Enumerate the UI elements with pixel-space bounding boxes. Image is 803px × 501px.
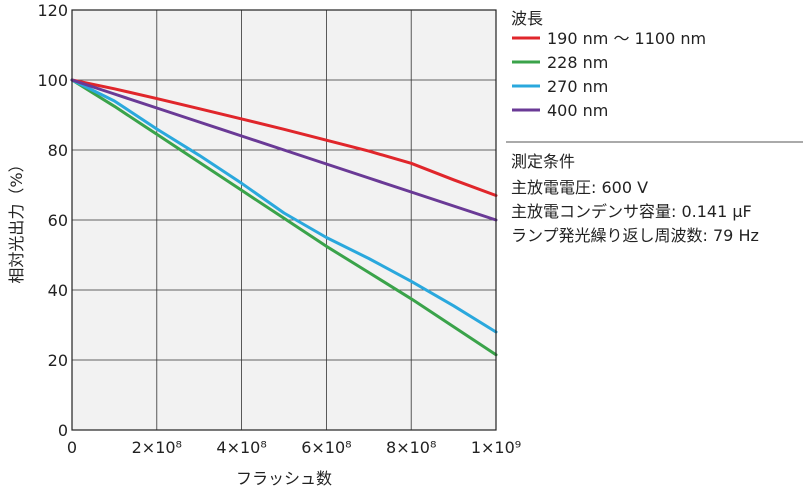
conditions-block: 測定条件 主放電電圧: 600 V 主放電コンデンサ容量: 0.141 μF ランプ… <box>511 152 759 245</box>
series-line-0 <box>70 78 498 197</box>
legend-label: 270 nm <box>547 77 608 96</box>
x-tick-label: 2×10⁸ <box>132 438 182 457</box>
y-tick-label: 100 <box>37 71 68 90</box>
plot-frame <box>71 9 497 431</box>
conditions-title: 測定条件 <box>511 152 575 171</box>
y-tick-label: 20 <box>48 351 68 370</box>
y-tick-label: 60 <box>48 211 68 230</box>
legend: 波長 190 nm ～ 1100 nm 228 nm 270 nm 400 nm <box>511 9 706 120</box>
x-tick-label: 8×10⁸ <box>386 438 436 457</box>
legend-label: 190 nm ～ 1100 nm <box>547 29 706 48</box>
x-tick-label: 0 <box>67 438 77 457</box>
series-line-2 <box>70 78 498 334</box>
series-line-1 <box>70 78 498 357</box>
y-tick-labels: 0 20 40 60 80 100 120 <box>37 1 68 440</box>
x-tick-label: 6×10⁸ <box>301 438 351 457</box>
condition-line: 主放電コンデンサ容量: 0.141 μF <box>511 202 752 221</box>
series-line-3 <box>70 78 498 222</box>
y-tick-label: 40 <box>48 281 68 300</box>
x-tick-label: 1×10⁹ <box>471 438 521 457</box>
x-axis-title: フラッシュ数 <box>236 469 332 488</box>
y-tick-label: 0 <box>58 421 68 440</box>
x-tick-label: 4×10⁸ <box>216 438 266 457</box>
y-tick-label: 80 <box>48 141 68 160</box>
y-axis-title: 相対光出力（%） <box>7 156 26 283</box>
condition-line: 主放電電圧: 600 V <box>511 178 648 197</box>
condition-line: ランプ発光繰り返し周波数: 79 Hz <box>511 226 759 245</box>
legend-label: 228 nm <box>547 53 608 72</box>
legend-label: 400 nm <box>547 101 608 120</box>
y-tick-label: 120 <box>37 1 68 20</box>
x-tick-labels: 0 2×10⁸ 4×10⁸ 6×10⁸ 8×10⁸ 1×10⁹ <box>67 438 521 457</box>
legend-title: 波長 <box>511 9 543 28</box>
series-lines <box>70 78 498 357</box>
